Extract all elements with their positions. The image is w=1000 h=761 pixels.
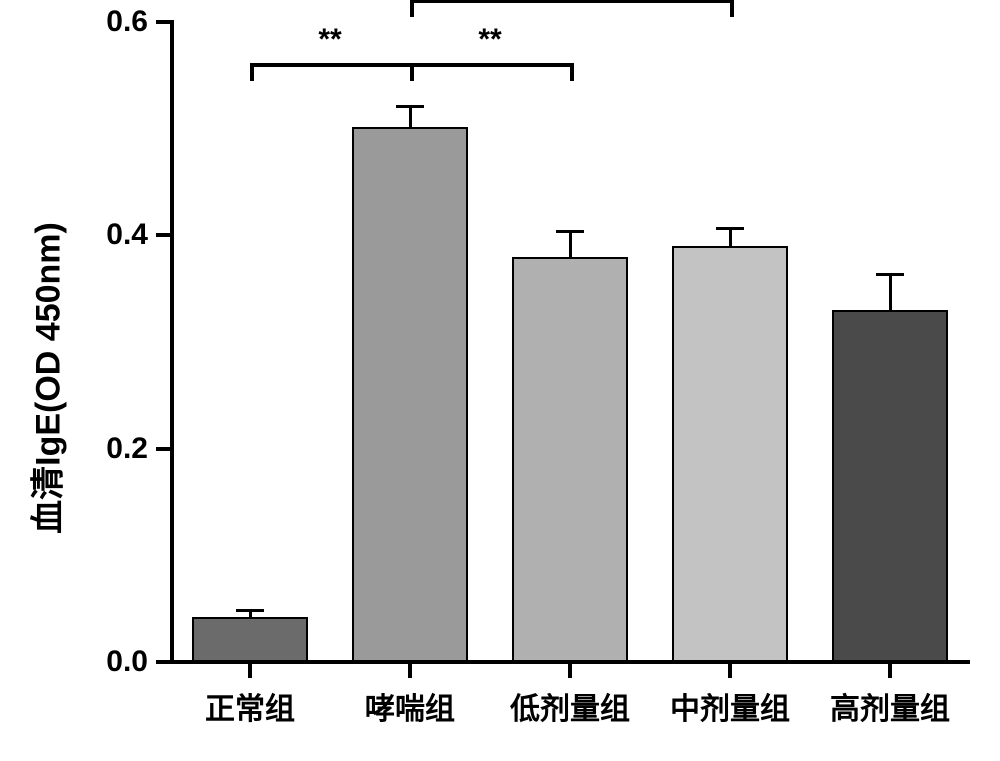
sig-marker-1: **	[478, 23, 501, 57]
error-stem-2	[569, 230, 572, 257]
y-tick-label: 0.0	[106, 645, 148, 679]
x-tick-3	[728, 664, 732, 678]
x-label-4: 高剂量组	[830, 684, 950, 728]
sig-bracket-d2-1	[570, 63, 574, 81]
bar-3	[672, 246, 787, 660]
sig-bracket-h-0	[250, 63, 414, 67]
error-stem-1	[409, 105, 412, 126]
sig-bracket-d1-2	[410, 0, 414, 17]
x-tick-1	[408, 664, 412, 678]
y-tick	[156, 447, 170, 451]
y-tick	[156, 660, 170, 664]
y-axis-line	[170, 20, 174, 664]
sig-bracket-h-2	[410, 0, 734, 3]
y-axis-label: 血清IgE(OD 450nm)	[21, 223, 70, 535]
sig-bracket-d2-2	[730, 0, 734, 17]
x-tick-2	[568, 664, 572, 678]
x-label-3: 中剂量组	[670, 684, 790, 728]
x-label-2: 低剂量组	[510, 684, 630, 728]
y-tick-label: 0.4	[106, 218, 148, 252]
y-tick	[156, 233, 170, 237]
error-cap-0	[236, 609, 264, 612]
x-label-1: 哮喘组	[365, 684, 455, 728]
sig-bracket-d1-0	[250, 63, 254, 81]
error-cap-3	[716, 227, 744, 230]
x-tick-4	[888, 664, 892, 678]
sig-bracket-d1-1	[410, 63, 414, 81]
y-tick	[156, 20, 170, 24]
bar-4	[832, 310, 947, 660]
error-cap-2	[556, 230, 584, 233]
bar-1	[352, 127, 467, 660]
sig-marker-0: **	[318, 23, 341, 57]
y-tick-label: 0.2	[106, 432, 148, 466]
error-stem-4	[889, 273, 892, 310]
bar-chart: 0.0 0.2 0.4 0.6 血清IgE(OD 450nm) 正常组 哮喘组 低剂量组中剂量…	[0, 0, 1000, 761]
x-tick-0	[248, 664, 252, 678]
error-cap-1	[396, 105, 424, 108]
y-tick-label: 0.6	[106, 5, 148, 39]
bar-2	[512, 257, 627, 660]
x-label-0: 正常组	[205, 684, 295, 728]
bar-0	[192, 617, 307, 660]
error-cap-4	[876, 273, 904, 276]
sig-bracket-h-1	[410, 63, 574, 67]
